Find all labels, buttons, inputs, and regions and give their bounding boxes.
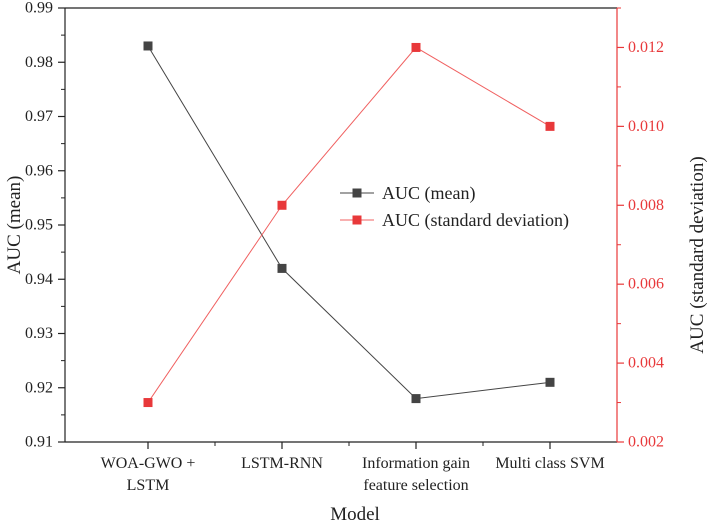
left-tick-label: 0.97 [25, 108, 53, 125]
data-point [411, 42, 421, 52]
series-line-2 [147, 46, 551, 403]
left-tick-label: 0.92 [25, 379, 53, 396]
x-category-label-line: feature selection [363, 477, 468, 494]
left-tick-label: 0.98 [25, 54, 53, 71]
x-category-label: WOA-GWO + LSTM [101, 455, 196, 494]
x-category-label-line: WOA-GWO + [101, 455, 196, 472]
x-category-label: LSTM-RNN [241, 455, 323, 472]
x-category-label-line: Information gain [362, 455, 470, 472]
right-tick-label: 0.004 [628, 355, 664, 372]
right-axis-title: AUC (standard deviation) [687, 156, 708, 353]
data-point [277, 263, 287, 273]
data-point [277, 200, 287, 210]
series-line-1 [147, 45, 551, 400]
legend-label: AUC (standard deviation) [382, 210, 569, 231]
left-tick-label: 0.91 [25, 434, 53, 451]
x-category-label-line: LSTM-RNN [241, 455, 323, 472]
left-tick-label: 0.95 [25, 217, 53, 234]
left-tick-label: 0.93 [25, 325, 53, 342]
legend-label: AUC (mean) [382, 183, 475, 204]
right-tick-label: 0.012 [628, 39, 664, 56]
data-point [411, 394, 421, 404]
right-tick-label: 0.008 [628, 197, 664, 214]
right-tick-label: 0.010 [628, 118, 664, 135]
legend-marker [352, 188, 362, 198]
legend-marker [352, 215, 362, 225]
x-category-label-line: Multi class SVM [495, 455, 604, 472]
data-point [143, 41, 153, 51]
data-point [545, 377, 555, 387]
left-tick-label: 0.94 [25, 271, 53, 288]
left-tick-label: 0.99 [25, 0, 53, 17]
data-point [545, 121, 555, 131]
left-tick-label: 0.96 [25, 162, 53, 179]
right-tick-label: 0.002 [628, 434, 664, 451]
left-axis-title: AUC (mean) [4, 176, 25, 275]
x-category-label-line: LSTM [127, 477, 170, 494]
right-tick-label: 0.006 [628, 276, 664, 293]
x-axis-title: Model [330, 504, 380, 525]
x-category-label: Information gain feature selection [362, 455, 470, 494]
data-point [143, 398, 153, 408]
x-category-label: Multi class SVM [495, 455, 604, 472]
